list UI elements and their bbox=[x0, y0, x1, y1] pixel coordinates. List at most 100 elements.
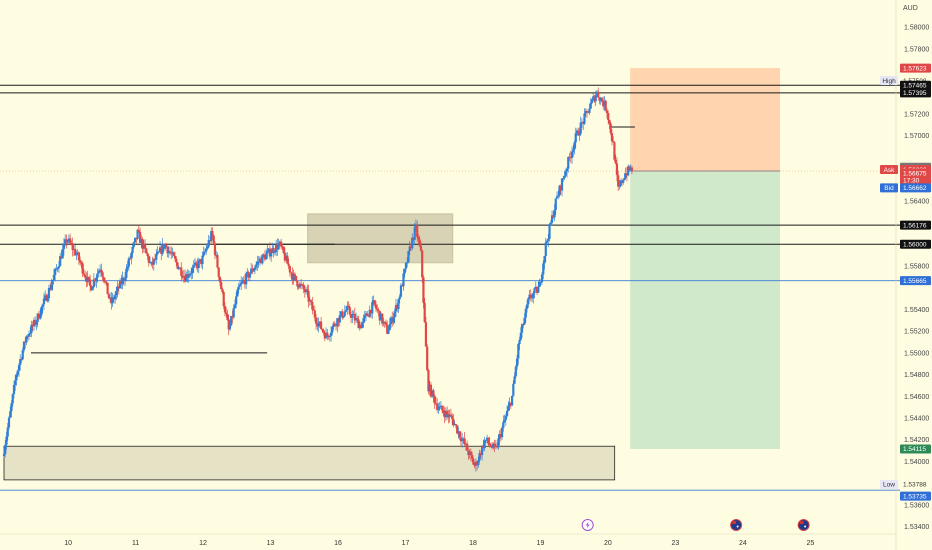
candle-body bbox=[548, 224, 551, 239]
candle-body bbox=[222, 292, 225, 307]
candle-body bbox=[318, 321, 321, 324]
candle-body bbox=[36, 313, 39, 322]
candle-body bbox=[509, 402, 512, 406]
level-1-tag[interactable]: 1.57465 bbox=[900, 80, 931, 90]
candle-body bbox=[492, 443, 495, 448]
countdown-text: 17:30 bbox=[903, 178, 920, 185]
candle-body bbox=[70, 242, 73, 244]
candle-body bbox=[227, 319, 230, 330]
level-3-tag[interactable]: 1.56176 bbox=[900, 220, 931, 230]
candle-body bbox=[67, 238, 71, 242]
candle-body bbox=[409, 246, 413, 249]
take-profit-zone[interactable] bbox=[630, 171, 780, 449]
candle-body bbox=[594, 95, 597, 102]
candle-body bbox=[582, 122, 585, 124]
supply-zone-box[interactable] bbox=[307, 213, 454, 264]
candle-body bbox=[26, 336, 29, 338]
candle-body bbox=[242, 280, 245, 282]
candle-body bbox=[376, 308, 379, 310]
candle-body bbox=[116, 286, 119, 292]
low-price-tag-text: 1.53788 bbox=[903, 482, 927, 489]
candle-body bbox=[156, 251, 159, 255]
x-tick-label: 12 bbox=[199, 540, 207, 547]
candle-body bbox=[408, 246, 411, 252]
candle-body bbox=[258, 258, 262, 262]
candle-body bbox=[429, 384, 433, 397]
candle-body bbox=[589, 102, 592, 109]
candle-body bbox=[361, 322, 364, 329]
candle-body bbox=[367, 315, 370, 317]
candle-body bbox=[207, 240, 210, 247]
candle-body bbox=[608, 119, 611, 124]
blue-low-tag[interactable]: 1.53735 bbox=[900, 491, 931, 501]
candle-body bbox=[307, 291, 310, 302]
candle-body bbox=[290, 272, 293, 274]
candle-body bbox=[491, 446, 494, 448]
candle-body bbox=[479, 453, 482, 456]
candle-body bbox=[125, 268, 128, 278]
candle-body bbox=[554, 198, 557, 210]
candle-body bbox=[357, 319, 360, 329]
candle-body bbox=[585, 110, 589, 112]
candle-body bbox=[562, 178, 565, 180]
candle-body bbox=[535, 286, 539, 293]
target-price-tag[interactable]: 1.54115 bbox=[900, 444, 931, 454]
candle-body bbox=[215, 255, 218, 257]
candle-body bbox=[416, 225, 419, 238]
candle-body bbox=[364, 313, 368, 316]
candle-body bbox=[46, 298, 49, 302]
candle-body bbox=[232, 307, 235, 318]
candle-body bbox=[457, 431, 460, 434]
candle-body bbox=[251, 268, 254, 272]
candle-body bbox=[627, 166, 630, 176]
candle-body bbox=[428, 384, 431, 392]
candle-body bbox=[424, 322, 428, 347]
candle-body bbox=[171, 252, 174, 254]
candle-body bbox=[331, 326, 334, 333]
bid-label: Bid bbox=[884, 185, 894, 192]
y-tick-label: 1.56400 bbox=[904, 198, 929, 205]
candle-body bbox=[348, 307, 351, 315]
lightning-icon[interactable] bbox=[581, 519, 594, 531]
candle-body bbox=[45, 295, 48, 302]
level-4-tag[interactable]: 1.56000 bbox=[900, 239, 931, 249]
candle-body bbox=[42, 298, 46, 305]
candle-body bbox=[253, 267, 257, 270]
candle-body bbox=[600, 98, 604, 102]
candle-body bbox=[163, 244, 167, 249]
candle-body bbox=[504, 415, 507, 420]
candle-body bbox=[114, 295, 117, 300]
level-2-tag[interactable]: 1.57395 bbox=[900, 88, 931, 98]
candle-body bbox=[434, 403, 438, 405]
currency-label: AUD bbox=[903, 5, 918, 12]
x-tick-label: 16 bbox=[334, 540, 342, 547]
candle-body bbox=[248, 273, 252, 278]
level-1-tag-text: 1.57465 bbox=[903, 83, 927, 90]
candle-body bbox=[41, 304, 44, 308]
candle-body bbox=[402, 273, 405, 287]
candle-body bbox=[629, 167, 632, 171]
candle-body bbox=[268, 248, 271, 257]
candle-body bbox=[605, 110, 609, 113]
stop-loss-zone[interactable] bbox=[630, 68, 780, 171]
candle-body bbox=[24, 341, 27, 343]
x-tick-label: 17 bbox=[402, 540, 410, 547]
candle-body bbox=[437, 408, 440, 410]
australia-flag-icon[interactable] bbox=[797, 519, 810, 531]
candle-body bbox=[75, 254, 78, 256]
low-price-tag[interactable]: 1.53788 Low bbox=[880, 479, 931, 489]
stop-price-tag[interactable]: 1.57623 bbox=[900, 63, 931, 73]
candle-body bbox=[532, 293, 535, 298]
blue-level-tag[interactable]: 1.55665 bbox=[900, 276, 931, 286]
candle-body bbox=[481, 445, 484, 456]
candle-body bbox=[312, 309, 315, 311]
candle-body bbox=[351, 314, 354, 318]
australia-flag-icon[interactable] bbox=[730, 519, 743, 531]
bid-price-tag[interactable]: 1.56662 Bid bbox=[880, 183, 931, 193]
candle-body bbox=[522, 324, 525, 326]
demand-zone-box[interactable] bbox=[3, 445, 616, 481]
candle-body bbox=[323, 332, 326, 339]
